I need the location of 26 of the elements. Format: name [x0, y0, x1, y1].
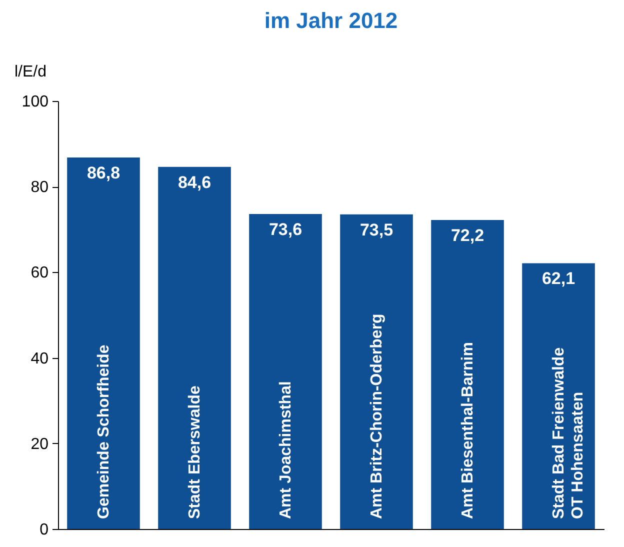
- y-tick-label: 80: [30, 179, 49, 196]
- y-axis-title: l/E/d: [14, 64, 47, 80]
- data-label: 86,8: [86, 163, 120, 182]
- x-tick-label: Gemeinde Schorfheide: [96, 344, 112, 519]
- bar: [67, 157, 140, 529]
- chart-title: im Jahr 2012: [264, 8, 398, 33]
- x-tick-label: Amt Joachimsthal: [278, 381, 294, 519]
- y-tick-label: 0: [40, 522, 49, 538]
- bar: [249, 214, 322, 529]
- x-tick-label: Stadt Eberswalde: [186, 386, 204, 519]
- data-label: 73,6: [268, 220, 302, 239]
- data-label: 73,5: [360, 220, 394, 240]
- bar: [158, 166, 231, 529]
- bar: [431, 220, 504, 529]
- x-tick-label: Stadt Bad Freienwalde OT Hohensaaten: [550, 347, 586, 519]
- x-tick-label: Amt Biesenthal-Barnim: [460, 342, 476, 519]
- y-tick-label: 20: [30, 436, 49, 453]
- data-label: 84,6: [178, 172, 212, 192]
- data-label: 62,1: [542, 269, 576, 288]
- data-label: 72,2: [450, 226, 484, 245]
- y-tick-label: 60: [30, 264, 49, 282]
- y-tick-label: 100: [22, 94, 49, 110]
- bar: [522, 263, 595, 529]
- y-tick-label: 40: [30, 350, 49, 368]
- bar: [340, 214, 413, 529]
- x-tick-label: Amt Britz-Chorin-Oderberg: [368, 314, 386, 519]
